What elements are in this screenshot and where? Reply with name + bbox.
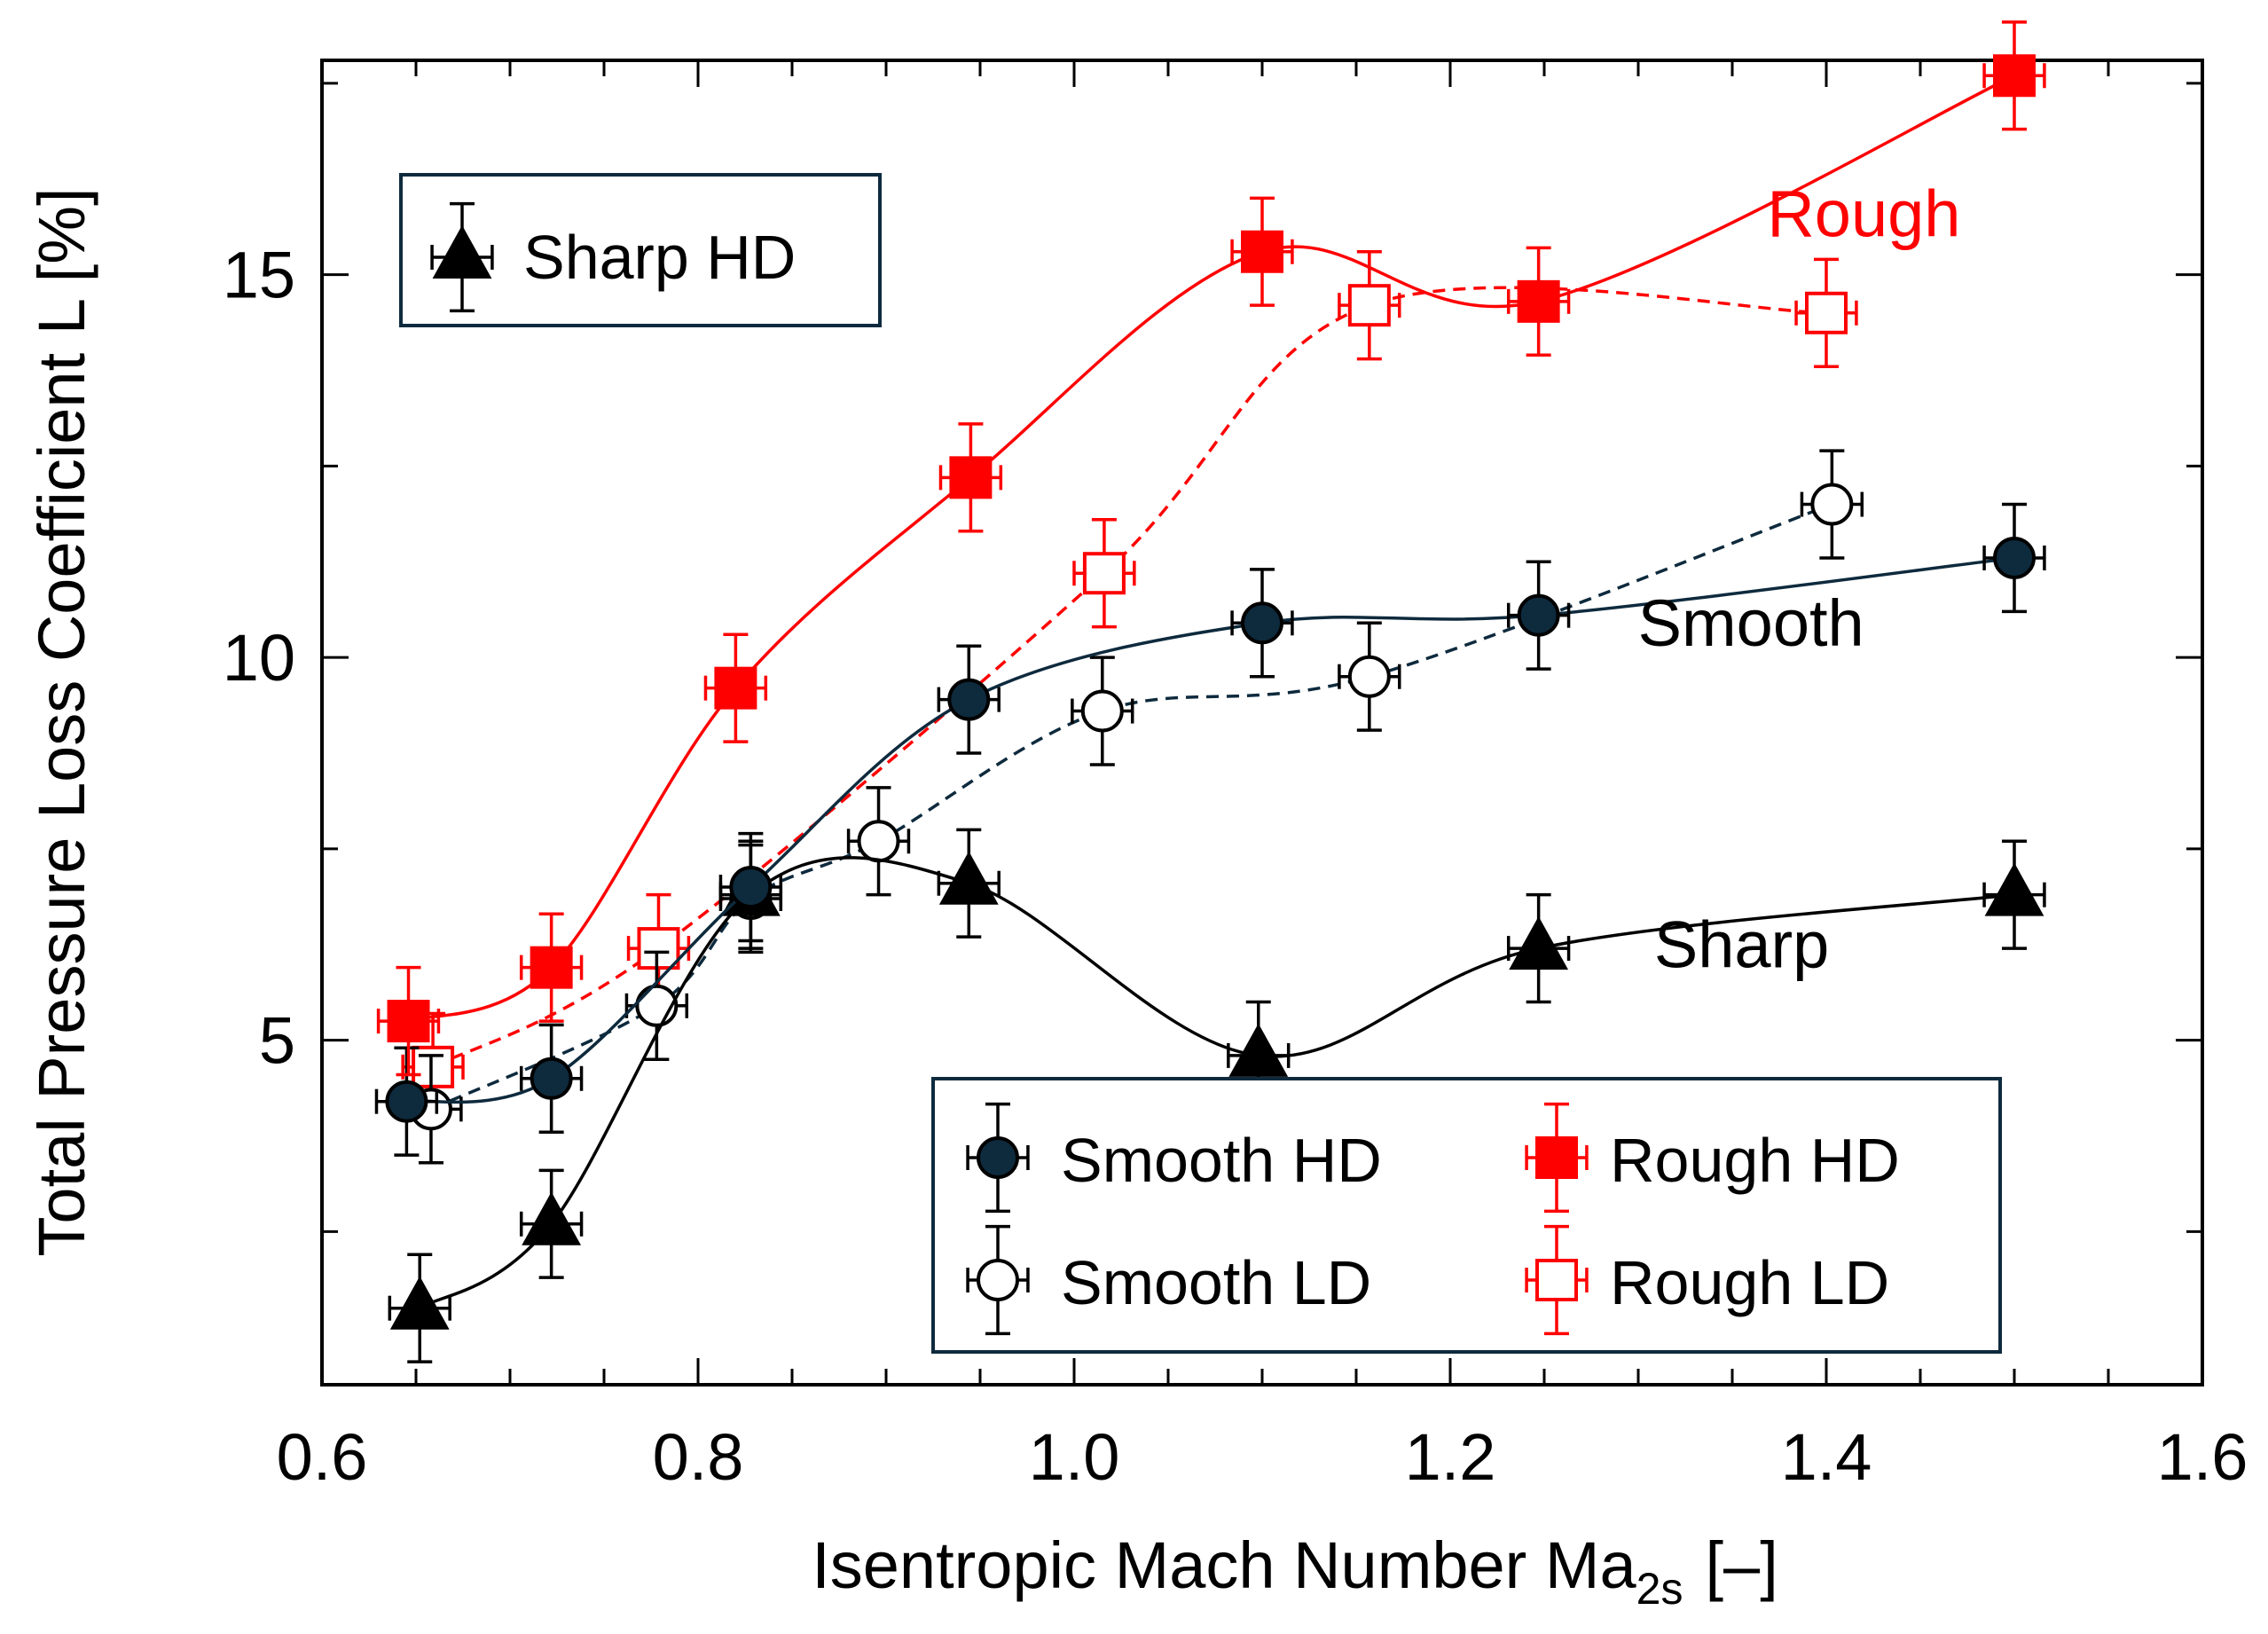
y-tick-label: 5 — [259, 1004, 295, 1078]
data-point-rough-hd — [1241, 230, 1283, 273]
data-point-sharp-hd — [938, 851, 999, 905]
x-axis-label-subscript: 2s — [1636, 1564, 1683, 1614]
series-rough-hd — [376, 20, 2046, 1077]
data-point-smooth-ld — [1080, 689, 1124, 733]
data-point-sharp-hd — [1509, 915, 1569, 970]
annotation-smooth: Smooth — [1638, 586, 1864, 660]
legend-marker-smooth-hd — [977, 1136, 1019, 1179]
data-point-sharp-hd — [1228, 1023, 1289, 1077]
data-point-sharp-hd — [522, 1191, 582, 1245]
legend-swatch-smooth-ld — [966, 1224, 1030, 1336]
data-point-smooth-hd — [1241, 601, 1283, 645]
legend-swatch-rough-hd — [1525, 1102, 1589, 1214]
data-point-rough-hd — [1993, 54, 2036, 98]
data-point-rough-ld — [637, 927, 680, 970]
annotation-rough: Rough — [1767, 177, 1960, 250]
legend-swatch-rough-ld — [1525, 1224, 1589, 1336]
legend-swatch-smooth-hd — [966, 1102, 1030, 1214]
x-tick-label: 1.4 — [1781, 1420, 1872, 1494]
data-point-smooth-ld — [857, 820, 900, 863]
data-point-smooth-ld — [1810, 483, 1854, 526]
x-tick-label: 1.0 — [1029, 1420, 1120, 1494]
series-line-sharp-hd — [419, 856, 2015, 1310]
data-point-rough-hd — [1517, 279, 1560, 323]
legend-bottom-box — [931, 1077, 2002, 1354]
data-point-smooth-hd — [1517, 593, 1560, 637]
legend-marker-smooth-ld — [977, 1259, 1019, 1301]
data-point-rough-ld — [1347, 284, 1391, 327]
y-tick-label: 15 — [223, 239, 295, 312]
data-point-sharp-hd — [389, 1276, 450, 1330]
series-layer — [374, 20, 2046, 1363]
legend-top-box — [399, 173, 882, 327]
x-tick-label: 0.6 — [277, 1420, 368, 1494]
x-tick-label: 1.2 — [1405, 1420, 1496, 1494]
data-point-sharp-hd — [1984, 862, 2044, 916]
legend-marker-rough-hd — [1535, 1136, 1578, 1179]
data-point-rough-hd — [530, 946, 573, 989]
data-point-rough-ld — [1082, 552, 1126, 595]
data-point-rough-hd — [387, 1000, 430, 1043]
data-point-rough-ld — [412, 1045, 455, 1088]
data-point-smooth-hd — [1993, 536, 2036, 579]
x-axis-label-unit: [–] — [1705, 1528, 1778, 1602]
legend-swatch-sharp-hd — [430, 201, 494, 313]
data-point-smooth-hd — [729, 866, 773, 909]
legend-label-smooth-ld: Smooth LD — [1061, 1248, 1371, 1317]
legend-label-rough-hd: Rough HD — [1610, 1126, 1900, 1195]
annotation-layer: Rough Smooth Sharp — [1638, 177, 1961, 981]
x-tick-label: 1.6 — [2157, 1420, 2248, 1494]
series-line-rough-hd — [407, 74, 2015, 1023]
legend-label-sharp-hd: Sharp HD — [523, 223, 796, 292]
series-smooth-hd — [374, 502, 2046, 1157]
data-point-smooth-hd — [947, 678, 991, 721]
x-axis-label: Isentropic Mach Number Ma2s [–] — [812, 1528, 1778, 1614]
legend-marker-rough-ld — [1535, 1259, 1578, 1301]
legend-marker-sharp-hd — [432, 224, 492, 279]
data-point-smooth-hd — [385, 1080, 428, 1123]
data-point-smooth-hd — [530, 1057, 573, 1100]
data-point-smooth-ld — [1347, 655, 1391, 698]
y-tick-label: 10 — [223, 621, 295, 695]
data-point-rough-hd — [714, 666, 757, 710]
data-point-rough-hd — [949, 456, 993, 499]
legend-label-smooth-hd: Smooth HD — [1061, 1126, 1382, 1195]
y-axis-label: Total Pressure Loss Coefficient L [%] — [25, 187, 98, 1256]
legend-top: Sharp HD — [399, 173, 882, 327]
legend-label-rough-ld: Rough LD — [1610, 1248, 1889, 1317]
x-tick-labels: 0.6 0.8 1.0 1.2 1.4 1.6 — [277, 1420, 2248, 1494]
annotation-sharp: Sharp — [1654, 908, 1829, 982]
x-axis-label-main: Isentropic Mach Number Ma — [812, 1528, 1636, 1602]
x-tick-label: 0.8 — [653, 1420, 744, 1494]
data-point-rough-ld — [1805, 291, 1848, 334]
series-smooth-ld — [399, 449, 1864, 1165]
series-line-smooth-hd — [406, 556, 2015, 1104]
legend-bottom: Smooth HD Rough HD Smooth LD Rough LD — [931, 1077, 2002, 1354]
y-tick-labels: 5 10 15 — [223, 239, 295, 1078]
